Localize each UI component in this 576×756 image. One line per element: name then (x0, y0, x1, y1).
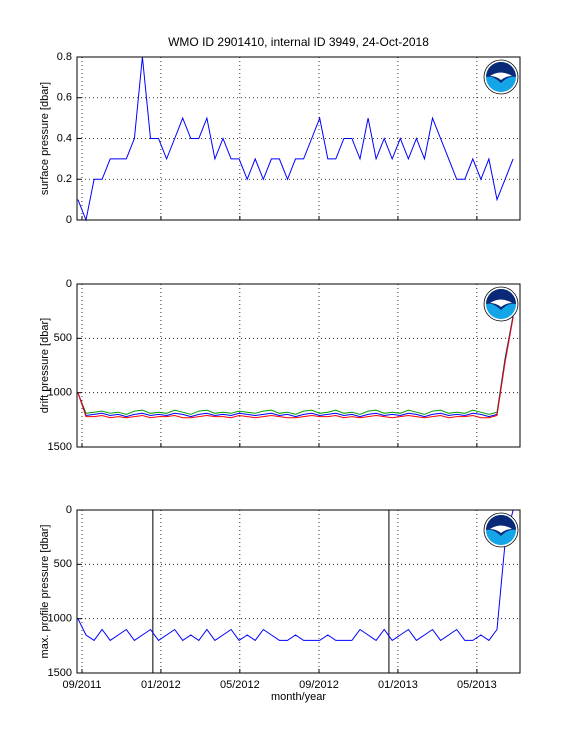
x-tick-label: 01/2013 (378, 679, 418, 691)
noaa-logo (483, 286, 519, 322)
y-tick-label: 0.4 (57, 132, 72, 144)
axes-frame (76, 283, 521, 448)
data-line (77, 315, 514, 415)
logo-wing (490, 72, 512, 80)
y-tick-label: 1500 (48, 441, 72, 453)
x-tick-label: 09/2011 (63, 679, 102, 691)
y-tick-label: 1000 (48, 613, 72, 625)
y-tick-label: 0 (66, 214, 72, 226)
logo-wing (490, 299, 512, 307)
y-tick-label: 0 (66, 278, 72, 290)
x-tick-label: 05/2013 (457, 679, 497, 691)
data-line (77, 316, 514, 418)
y-tick-label: 0.8 (57, 51, 72, 63)
y-tick-label: 500 (54, 558, 72, 570)
y-axis-label: surface pressure [dbar] (39, 82, 51, 195)
noaa-logo (483, 512, 519, 548)
y-tick-label: 500 (54, 332, 72, 344)
x-tick-label: 05/2012 (220, 679, 260, 691)
x-axis-label: month/year (271, 691, 326, 703)
data-line (77, 509, 514, 642)
y-tick-label: 0.6 (57, 92, 72, 104)
y-tick-label: 0 (66, 504, 72, 516)
data-line (77, 317, 514, 419)
x-tick-label: 01/2012 (141, 679, 181, 691)
y-axis-label: drift pressure [dbar] (39, 318, 51, 413)
y-tick-label: 0.2 (57, 173, 72, 185)
y-tick-label: 1500 (48, 667, 72, 679)
y-tick-label: 1000 (48, 387, 72, 399)
plot-area (77, 510, 520, 673)
chart-title: WMO ID 2901410, internal ID 3949, 24-Oct… (168, 35, 429, 49)
data-line (77, 56, 514, 222)
y-axis-label: max. profile pressure [dbar] (39, 525, 51, 659)
axes-frame (76, 509, 521, 674)
logo-wing (490, 525, 512, 533)
axes-frame (76, 56, 521, 221)
noaa-logo (483, 59, 519, 95)
plot-area (77, 284, 520, 447)
x-tick-label: 09/2012 (299, 679, 339, 691)
